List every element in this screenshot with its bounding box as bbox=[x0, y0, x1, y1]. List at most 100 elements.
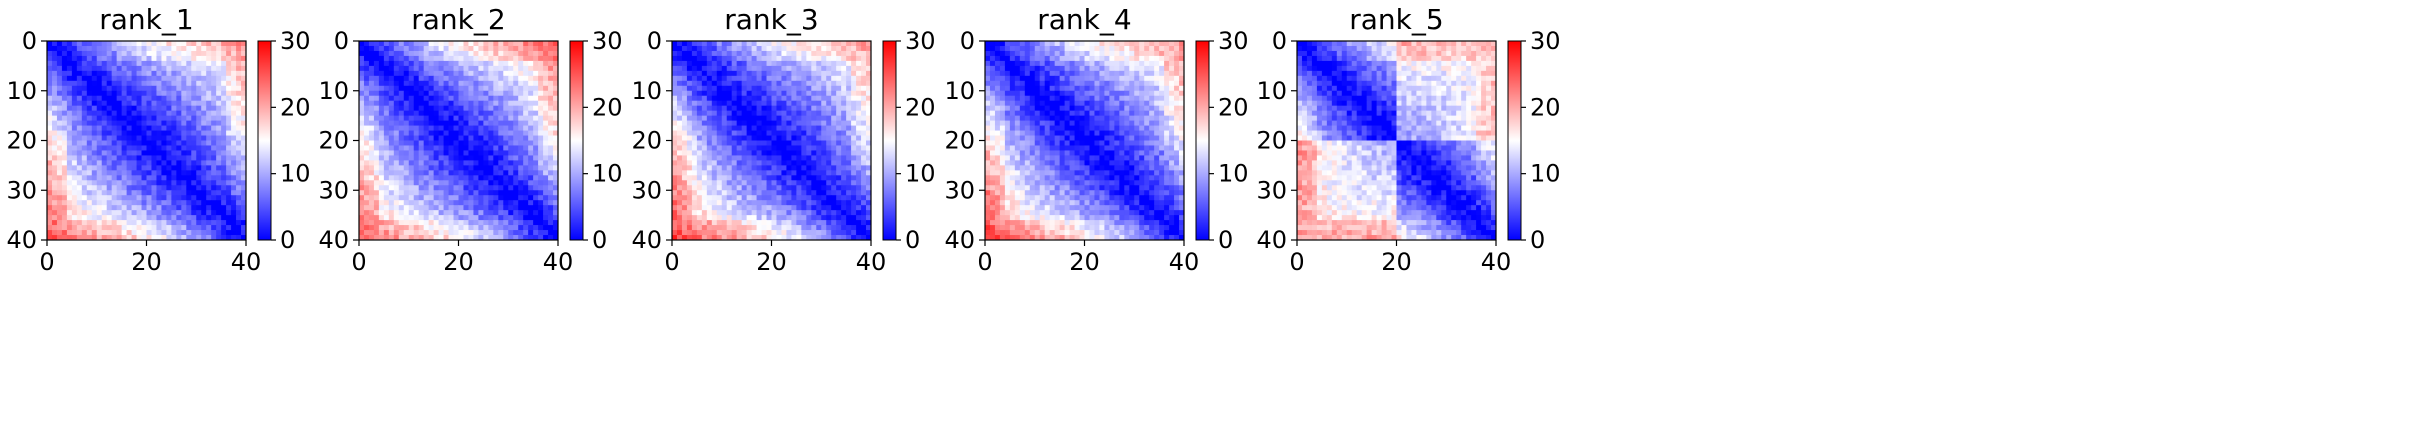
heatmap-cell bbox=[126, 125, 132, 131]
heatmap-cell bbox=[1079, 41, 1085, 47]
heatmap-cell bbox=[141, 165, 147, 171]
heatmap-cell bbox=[518, 150, 524, 156]
heatmap-cell bbox=[846, 200, 852, 206]
heatmap-cell bbox=[398, 100, 405, 107]
heatmap-cell bbox=[553, 220, 559, 226]
heatmap-cell bbox=[761, 155, 767, 161]
heatmap-cell bbox=[241, 105, 247, 112]
heatmap-cell bbox=[156, 180, 162, 186]
heatmap-cell bbox=[776, 45, 782, 52]
heatmap-cell bbox=[226, 165, 232, 171]
heatmap-cell bbox=[206, 120, 212, 126]
heatmap-cell bbox=[711, 65, 718, 72]
heatmap-cell bbox=[146, 160, 152, 166]
heatmap-cell bbox=[438, 175, 444, 181]
colorbar-tick-label: 30 bbox=[280, 27, 311, 55]
heatmap-cell bbox=[836, 150, 842, 156]
heatmap-cell bbox=[423, 190, 430, 196]
heatmap-cell bbox=[726, 110, 733, 117]
heatmap-cell bbox=[126, 45, 132, 52]
heatmap-cell bbox=[736, 160, 743, 166]
heatmap-cell bbox=[71, 50, 78, 57]
heatmap-cell bbox=[691, 100, 698, 107]
heatmap-cell bbox=[368, 45, 375, 52]
heatmap-cell bbox=[211, 90, 217, 97]
heatmap-cell bbox=[841, 165, 847, 171]
heatmap-cell bbox=[166, 230, 172, 236]
heatmap-cell bbox=[741, 135, 748, 141]
heatmap-cell bbox=[211, 155, 217, 161]
heatmap-cell bbox=[731, 190, 738, 196]
heatmap-cell bbox=[1084, 45, 1090, 52]
heatmap-cell bbox=[458, 205, 464, 211]
heatmap-cell bbox=[146, 50, 152, 57]
heatmap-cell bbox=[378, 185, 385, 191]
heatmap-cell bbox=[116, 225, 123, 231]
heatmap-cell bbox=[716, 185, 723, 191]
heatmap-cell bbox=[553, 160, 559, 166]
heatmap-cell bbox=[706, 170, 713, 176]
heatmap-cell bbox=[443, 50, 449, 57]
heatmap-cell bbox=[131, 55, 137, 62]
heatmap-cell bbox=[831, 115, 837, 122]
heatmap-cell bbox=[47, 220, 53, 226]
heatmap-cell bbox=[1134, 45, 1140, 52]
heatmap-cell bbox=[206, 155, 212, 161]
heatmap-cell bbox=[676, 120, 683, 126]
heatmap-cell bbox=[226, 55, 232, 62]
heatmap-cell bbox=[166, 165, 172, 171]
heatmap-cell bbox=[508, 85, 514, 92]
heatmap-cell bbox=[418, 75, 425, 82]
heatmap-cell bbox=[388, 175, 395, 181]
heatmap-cell bbox=[216, 110, 222, 117]
heatmap-cell bbox=[206, 45, 212, 52]
heatmap-cell bbox=[543, 95, 549, 102]
heatmap-cell bbox=[111, 225, 118, 231]
heatmap-cell bbox=[831, 60, 837, 67]
heatmap-cell bbox=[408, 100, 415, 107]
heatmap-cell bbox=[686, 225, 693, 231]
heatmap-cell bbox=[171, 115, 177, 122]
heatmap-cell bbox=[672, 45, 678, 52]
heatmap-cell bbox=[513, 160, 519, 166]
heatmap-cell bbox=[373, 210, 380, 216]
heatmap-cell bbox=[71, 145, 78, 151]
heatmap-cell bbox=[831, 190, 837, 196]
heatmap-cell bbox=[161, 215, 167, 221]
heatmap-cell bbox=[676, 225, 683, 231]
heatmap-cell bbox=[766, 180, 772, 186]
y-tick-label: 0 bbox=[334, 27, 349, 55]
heatmap-cell bbox=[373, 41, 380, 47]
heatmap-cell bbox=[378, 200, 385, 206]
heatmap-cell bbox=[806, 41, 812, 47]
heatmap-cell bbox=[533, 230, 539, 236]
heatmap-cell bbox=[141, 70, 147, 77]
heatmap-cell bbox=[488, 220, 494, 226]
heatmap-cell bbox=[473, 135, 479, 141]
heatmap-cell bbox=[236, 90, 242, 97]
heatmap-cell bbox=[543, 195, 549, 201]
heatmap-cell bbox=[383, 220, 390, 226]
heatmap-cell bbox=[493, 130, 499, 136]
heatmap-cell bbox=[141, 195, 147, 201]
heatmap-cell bbox=[816, 75, 822, 82]
heatmap-cell bbox=[368, 41, 375, 47]
heatmap-cell bbox=[706, 200, 713, 206]
heatmap-cell bbox=[756, 170, 762, 176]
heatmap-cell bbox=[791, 170, 797, 176]
heatmap-cell bbox=[86, 41, 93, 47]
heatmap-cell bbox=[706, 185, 713, 191]
heatmap-cell bbox=[146, 60, 152, 67]
heatmap-cell bbox=[181, 95, 187, 102]
heatmap-cell bbox=[751, 195, 757, 201]
heatmap-cell bbox=[543, 90, 549, 97]
heatmap-cell bbox=[766, 155, 772, 161]
heatmap-cell bbox=[363, 55, 370, 62]
heatmap-cell bbox=[756, 105, 762, 112]
heatmap-cell bbox=[851, 135, 857, 141]
heatmap-cell bbox=[241, 135, 247, 141]
heatmap-cell bbox=[359, 50, 365, 57]
heatmap-cell bbox=[398, 125, 405, 131]
heatmap-cell bbox=[373, 235, 380, 241]
heatmap-cell bbox=[76, 55, 83, 62]
